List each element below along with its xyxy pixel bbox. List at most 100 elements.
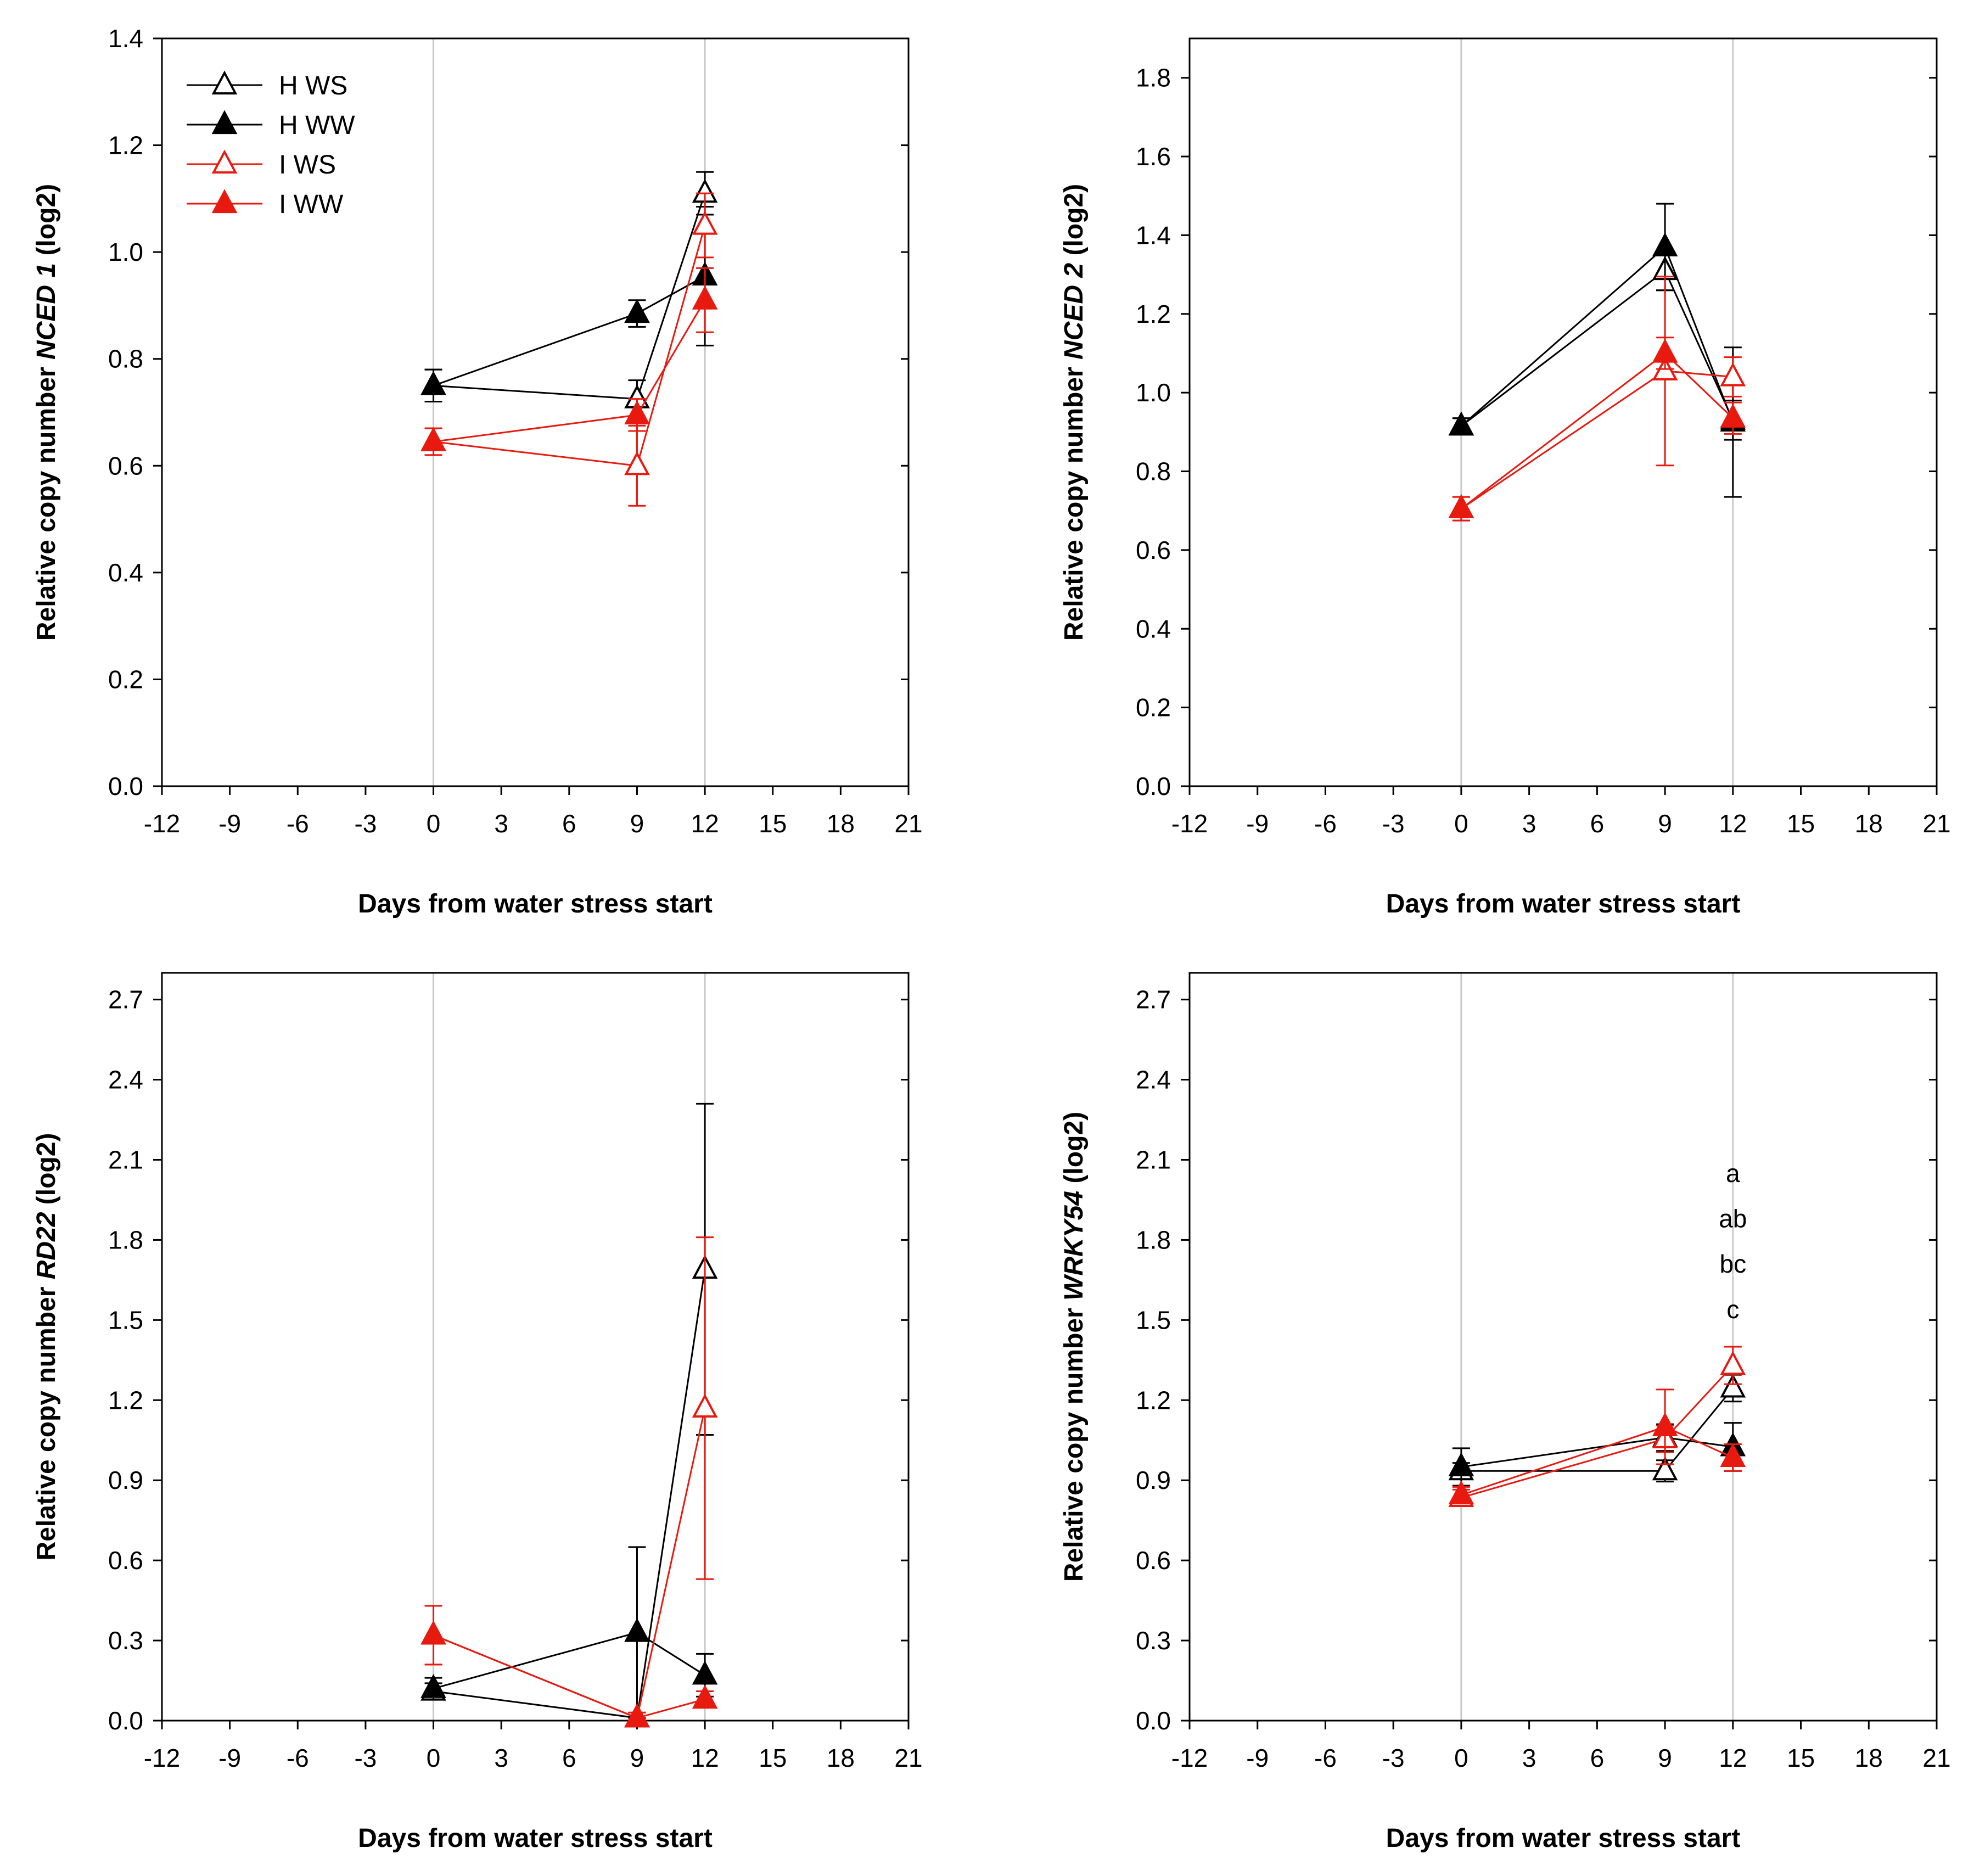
series-i-ww	[420, 267, 718, 456]
data-point	[1720, 1373, 1746, 1398]
series-h-ws	[1448, 1373, 1746, 1483]
x-tick-label: 3	[494, 1744, 508, 1772]
legend-marker	[211, 189, 238, 214]
data-point	[420, 1674, 446, 1698]
data-point	[1720, 362, 1746, 387]
data-point	[624, 299, 650, 323]
y-tick-label: 0.2	[1136, 693, 1171, 722]
y-tick-label: 0.9	[108, 1466, 143, 1494]
data-point	[1720, 1443, 1746, 1467]
y-tick-label: 1.2	[1136, 300, 1171, 328]
legend-label: I WW	[279, 190, 344, 219]
data-point	[692, 1660, 718, 1685]
y-axis-title: Relative copy number NCED 1 (log2)	[32, 184, 61, 641]
y-tick-label: 0.4	[108, 558, 143, 587]
x-tick-label: 6	[1590, 809, 1605, 838]
x-tick-label: 12	[1719, 1744, 1747, 1772]
y-tick-label: 1.8	[1136, 64, 1171, 92]
data-point	[1652, 232, 1678, 256]
x-tick-label: 21	[894, 809, 922, 838]
y-tick-label: 1.8	[1136, 1225, 1171, 1254]
legend-label: I WS	[279, 150, 336, 180]
data-point	[624, 1617, 650, 1642]
chart-panel-nced1: -12 -9 -6 -3 0 3 6 9 12 15 18 21 0.0 0.2 0.4 0.6 0.8 1.0 1…	[32, 24, 923, 919]
x-tick-label: 9	[630, 809, 644, 838]
y-tick-label: 1.8	[108, 1225, 143, 1254]
legend-label: H WW	[279, 111, 355, 140]
x-tick-label: -6	[287, 809, 309, 838]
y-tick-label: 1.2	[108, 1386, 143, 1414]
x-tick-label: 3	[494, 809, 508, 838]
data-point	[1448, 1480, 1474, 1505]
x-tick-label: 18	[827, 1744, 855, 1772]
series-i-ww	[420, 1605, 718, 1728]
data-point	[1720, 404, 1746, 428]
x-tick-label: 0	[1454, 809, 1468, 838]
y-tick-label: 1.2	[108, 131, 143, 160]
series-line	[1460, 245, 1734, 427]
data-point	[692, 285, 718, 310]
data-point	[624, 451, 650, 475]
data-point	[624, 400, 650, 424]
x-axis-title: Days from water stress start	[1386, 889, 1741, 919]
x-tick-label: 12	[691, 1744, 719, 1772]
series-line	[433, 225, 706, 467]
x-tick-label: 9	[1658, 809, 1672, 838]
y-tick-label: 0.0	[108, 772, 143, 800]
significance-letter: a	[1726, 1159, 1740, 1188]
x-tick-label: 0	[1454, 1744, 1468, 1772]
data-point	[1652, 1412, 1678, 1436]
x-tick-label: -12	[1171, 1744, 1208, 1772]
y-tick-label: 0.0	[1136, 772, 1171, 800]
series-line	[433, 1408, 706, 1720]
x-tick-label: 0	[427, 809, 441, 838]
legend-label: H WS	[279, 71, 347, 100]
y-tick-label: 0.6	[108, 451, 143, 480]
x-tick-label: -3	[1382, 1744, 1405, 1772]
data-point	[1652, 1456, 1678, 1481]
y-tick-label: 0.8	[1136, 457, 1171, 486]
y-axis-title: Relative copy number NCED 2 (log2)	[1059, 184, 1089, 641]
y-tick-label: 0.0	[108, 1706, 143, 1735]
x-tick-label: -6	[1314, 1744, 1337, 1772]
data-point	[420, 1620, 446, 1645]
x-tick-label: 12	[691, 809, 719, 838]
series-h-ww	[1448, 203, 1746, 498]
y-tick-label: 0.3	[1136, 1626, 1171, 1655]
series-line	[1460, 269, 1734, 427]
x-tick-label: 15	[759, 1744, 787, 1772]
y-axis-title: Relative copy number RD22 (log2)	[32, 1133, 61, 1561]
series-h-ws	[420, 1102, 718, 1728]
series-line	[433, 1631, 705, 1690]
series-i-ww	[1448, 337, 1746, 522]
x-tick-label: -3	[354, 1744, 377, 1772]
data-point	[420, 427, 446, 451]
y-tick-label: 0.2	[108, 665, 143, 693]
chart-panel-wrky54: -12 -9 -6 -3 0 3 6 9 12 15 18 21 0.0 0.3 0.6 0.9 1.2 1.5 1…	[1059, 972, 1951, 1853]
x-tick-label: -6	[1314, 809, 1337, 838]
significance-letter: c	[1726, 1295, 1739, 1324]
x-tick-label: 15	[759, 809, 787, 838]
x-tick-label: 15	[1787, 1744, 1815, 1772]
plot-frame	[1188, 37, 1938, 787]
chart-panel-rd22: -12 -9 -6 -3 0 3 6 9 12 15 18 21 0.0 0.3 0.6 0.9 1.2 1.5 1…	[32, 972, 923, 1853]
y-tick-label: 1.0	[108, 238, 143, 266]
x-tick-label: -3	[1382, 809, 1405, 838]
y-axis-title-suffix: (log2)	[1059, 184, 1089, 263]
x-tick-label: -12	[1171, 809, 1208, 838]
data-point	[692, 210, 718, 235]
x-tick-label: 18	[1855, 1744, 1883, 1772]
y-tick-label: 1.2	[1136, 1386, 1171, 1414]
x-tick-label: 21	[894, 1744, 922, 1772]
series-i-ww	[1448, 1388, 1746, 1505]
y-axis-title-gene: NCED 2	[1059, 263, 1089, 360]
y-tick-label: 0.6	[1136, 1546, 1171, 1575]
x-tick-label: 12	[1719, 809, 1747, 838]
y-tick-label: 1.5	[1136, 1306, 1171, 1334]
series-line	[1461, 1365, 1734, 1499]
series-i-ws	[420, 1236, 718, 1728]
y-tick-label: 0.6	[108, 1546, 143, 1575]
y-tick-label: 0.3	[108, 1626, 143, 1655]
y-tick-label: 2.4	[108, 1066, 143, 1094]
plot-frame	[161, 972, 910, 1722]
